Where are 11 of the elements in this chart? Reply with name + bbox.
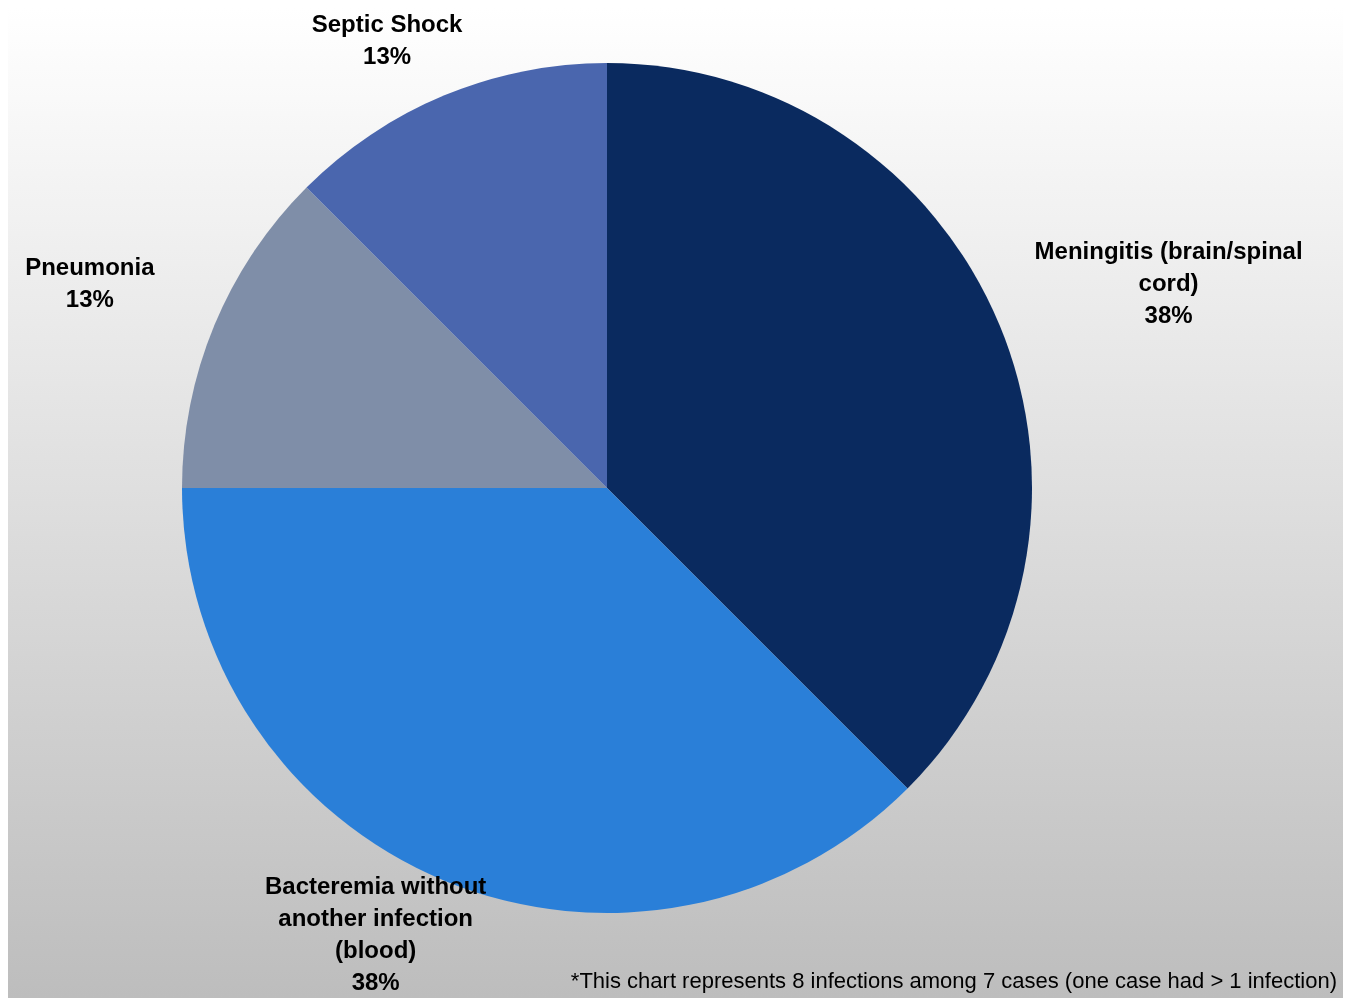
slice-label: Pneumonia — [25, 252, 156, 280]
slice-label: Septic Shock — [311, 10, 464, 37]
pie-slice — [607, 63, 1032, 789]
pie-slice — [182, 187, 607, 488]
slice-label: Meningitis (brain/spinal cord) — [1034, 236, 1303, 296]
data-label: 38% — [351, 968, 400, 995]
data-label: 38% — [1144, 300, 1193, 328]
pie-slice — [306, 63, 607, 488]
data-label: 13% — [363, 42, 412, 69]
data-label: 13% — [65, 284, 114, 312]
text: *This chart represents 8 infections among 7 cases (one case had > 1 infection) — [570, 968, 1337, 993]
